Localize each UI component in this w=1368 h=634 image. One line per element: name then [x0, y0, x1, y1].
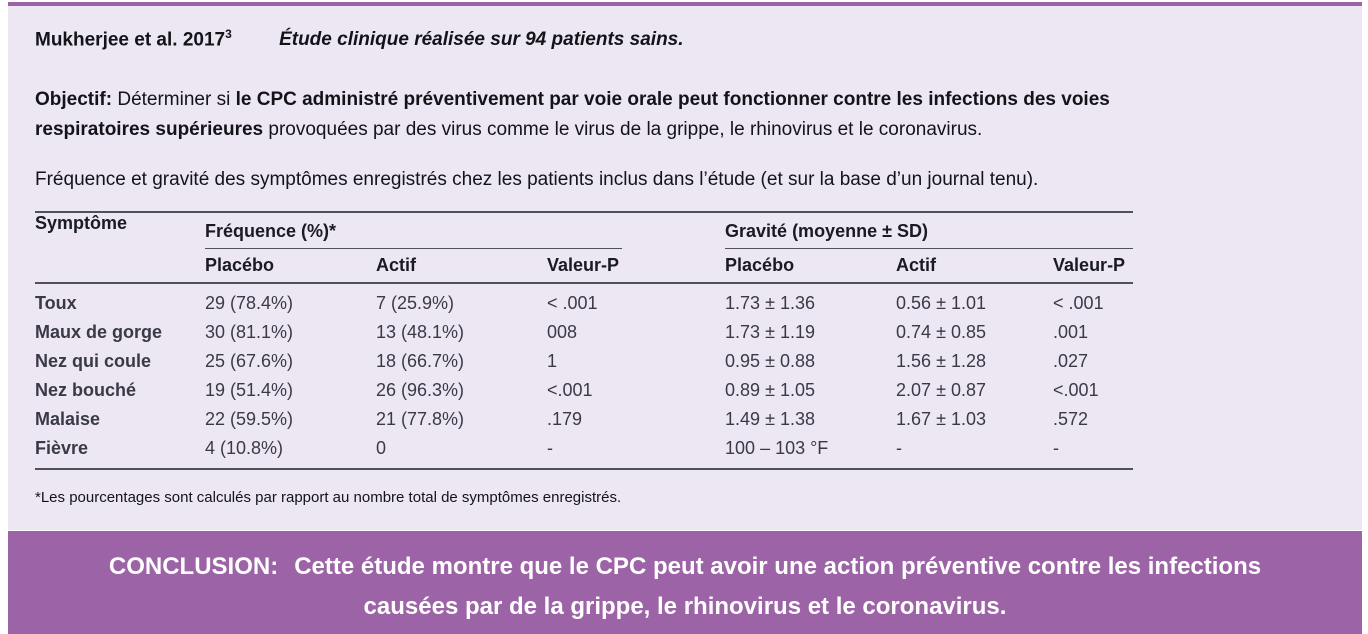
value-cell: 100 – 103 °F	[725, 434, 897, 471]
value-cell: 13 (48.1%)	[376, 322, 465, 343]
value-cell: 0.95 ± 0.88	[725, 351, 815, 372]
table-caption: Fréquence et gravité des symptômes enreg…	[35, 169, 1039, 191]
subheader-sev-placebo: Placébo	[725, 249, 897, 285]
value-cell: 0	[376, 434, 547, 471]
value-cell: <.001	[1053, 380, 1099, 401]
table-row-nez-bouche: Nez bouché 19 (51.4%) 26 (96.3%) <.001 0…	[35, 376, 1133, 405]
value-cell: 18 (66.7%)	[376, 351, 465, 372]
conclusion-label: CONCLUSION:	[108, 553, 279, 580]
value-cell: < .001	[547, 293, 598, 314]
value-cell: 2.07 ± 0.87	[896, 380, 986, 401]
objective-label: Objectif:	[35, 89, 113, 111]
conclusion-text-line2: causées par de la grippe, le rhinovirus …	[363, 593, 1007, 620]
value-cell: -	[1053, 434, 1134, 471]
value-cell: < .001	[1053, 293, 1104, 314]
value-cell: 1.73 ± 1.19	[725, 322, 815, 343]
study-subtitle: Étude clinique réalisée sur 94 patients …	[279, 29, 684, 51]
subheader-sev-actif: Actif	[896, 249, 1054, 285]
value-cell: 26 (96.3%)	[376, 380, 465, 401]
conclusion-line-1: CONCLUSION: Cette étude montre que le CPC…	[8, 547, 1362, 587]
study-title: Mukherjee et al. 2017	[35, 29, 226, 51]
conclusion-text-line1: Cette étude montre que le CPC peut avoir…	[294, 553, 1262, 580]
study-title-line: Mukherjee et al. 20173 Étude clinique ré…	[35, 22, 1335, 52]
group-header-frequency: Fréquence (%)*	[205, 212, 725, 250]
objective-rest-text: provoquées par des virus comme le virus …	[263, 119, 983, 141]
table-footnote: *Les pourcentages sont calculés par rapp…	[35, 489, 622, 507]
value-cell: 1.56 ± 1.28	[896, 351, 986, 372]
symptom-cell: Malaise	[35, 409, 101, 430]
value-cell: 0.74 ± 0.85	[896, 322, 986, 343]
top-accent-bar	[8, 2, 1362, 6]
subheader-sev-pvalue: Valeur-P	[1053, 249, 1134, 285]
group-header-severity: Gravité (moyenne ± SD)	[725, 212, 1134, 250]
objective-paragraph: Objectif: Déterminer si le CPC administr…	[35, 85, 1147, 145]
symptom-cell: Toux	[35, 293, 77, 314]
study-panel: Mukherjee et al. 20173 Étude clinique ré…	[8, 6, 1362, 530]
value-cell: 1.67 ± 1.03	[896, 409, 986, 430]
value-cell: 22 (59.5%)	[205, 409, 294, 430]
value-cell: 7 (25.9%)	[376, 293, 455, 314]
value-cell: .027	[1053, 351, 1089, 372]
value-cell: 29 (78.4%)	[205, 293, 294, 314]
table-row-toux: Toux 29 (78.4%) 7 (25.9%) < .001 1.73 ± …	[35, 283, 1133, 318]
value-cell: 008	[547, 322, 578, 343]
value-cell: 21 (77.8%)	[376, 409, 465, 430]
value-cell: 25 (67.6%)	[205, 351, 294, 372]
table-row-maux-de-gorge: Maux de gorge 30 (81.1%) 13 (48.1%) 008 …	[35, 318, 1133, 347]
conclusion-banner: CONCLUSION: Cette étude montre que le CPC…	[8, 531, 1362, 634]
objective-bold-text: le CPC administré préventivement par voi…	[35, 89, 1110, 141]
table-row-nez-qui-coule: Nez qui coule 25 (67.6%) 18 (66.7%) 1 0.…	[35, 347, 1133, 376]
value-cell: .001	[1053, 322, 1089, 343]
study-ref-superscript: 3	[225, 27, 232, 41]
symptom-cell: Nez bouché	[35, 380, 137, 401]
value-cell: -	[896, 434, 1054, 471]
value-cell: 30 (81.1%)	[205, 322, 294, 343]
value-cell: -	[547, 434, 726, 471]
value-cell: 0.56 ± 1.01	[896, 293, 986, 314]
value-cell: 1	[547, 351, 558, 372]
subheader-freq-pvalue: Valeur-P	[547, 249, 726, 285]
symptoms-table: Symptôme Fréquence (%)* Gravité (moyenne…	[35, 211, 1134, 471]
value-cell: 0.89 ± 1.05	[725, 380, 815, 401]
value-cell: .179	[547, 409, 583, 430]
value-cell: .572	[1053, 409, 1089, 430]
value-cell: 4 (10.8%)	[205, 434, 376, 471]
value-cell: 19 (51.4%)	[205, 380, 294, 401]
subheader-freq-placebo: Placébo	[205, 249, 376, 285]
symptom-cell: Fièvre	[35, 434, 205, 471]
value-cell: <.001	[547, 380, 593, 401]
column-header-symptom: Symptôme	[35, 212, 205, 285]
value-cell: 1.73 ± 1.36	[725, 293, 815, 314]
subheader-freq-actif: Actif	[376, 249, 547, 285]
objective-lead-text: Déterminer si	[112, 89, 236, 111]
table-row-fievre: Fièvre 4 (10.8%) 0 - 100 – 103 °F - -	[35, 434, 1134, 471]
value-cell: 1.49 ± 1.38	[725, 409, 815, 430]
symptom-cell: Maux de gorge	[35, 322, 163, 343]
table-row-malaise: Malaise 22 (59.5%) 21 (77.8%) .179 1.49 …	[35, 405, 1133, 434]
symptom-cell: Nez qui coule	[35, 351, 152, 372]
